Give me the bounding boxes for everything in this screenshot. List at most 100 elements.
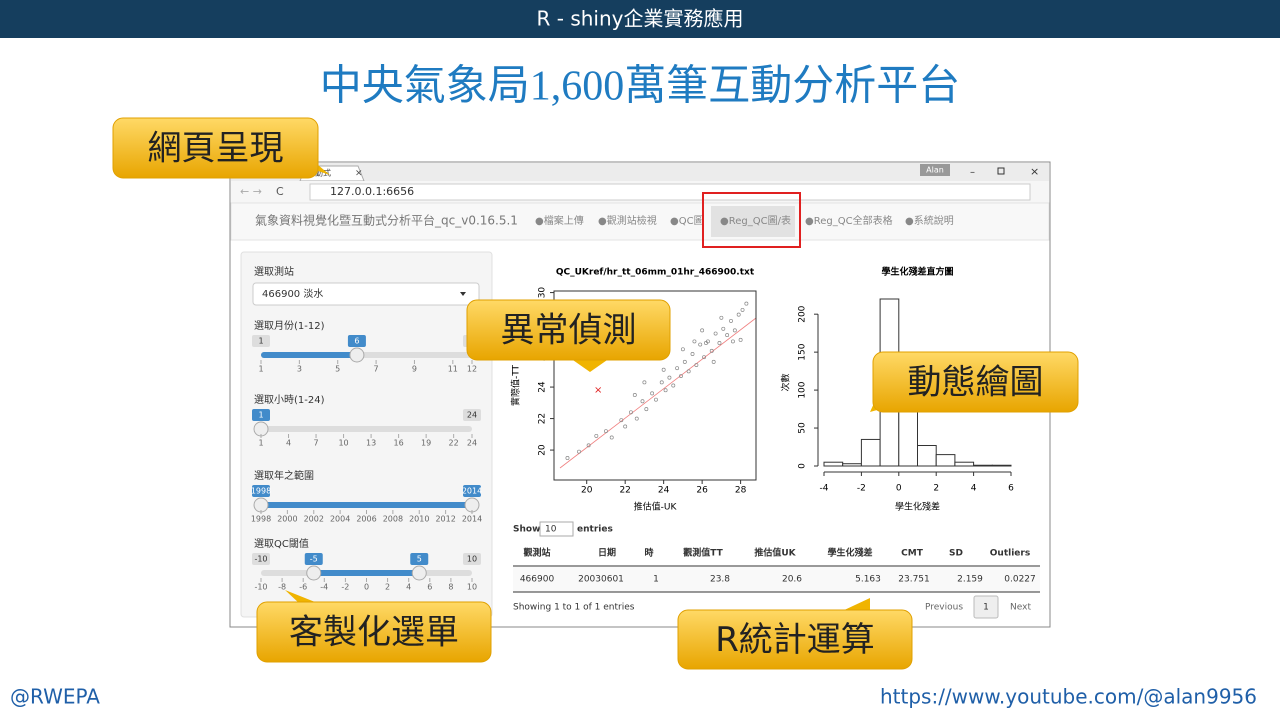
callout-box [872,351,1079,413]
tab-close[interactable]: × [355,169,363,179]
slider-handle[interactable] [253,421,269,437]
slider-tick-label: 7 [374,365,379,374]
user-badge [920,164,950,176]
scatter-point [729,318,733,323]
table-cell: 5.163 [855,575,881,585]
table-cell: 20.6 [782,575,802,585]
slider-handle[interactable] [349,347,365,363]
slider-tick-label: 10 [338,439,348,448]
table-info: Showing 1 to 1 of 1 entries [513,603,635,613]
slider-handle[interactable] [464,497,480,513]
scatter-point [586,443,591,448]
callout-text: R統計運算 [715,620,875,660]
slider-min: 1 [258,337,263,346]
slider-tick-label: 10 [467,583,477,592]
scatter-point [738,337,743,342]
prev-button[interactable]: Previous [925,603,963,613]
nav-item[interactable]: ●Reg_QC圖/表 [720,214,791,227]
slider-handle[interactable] [411,565,427,581]
slider-value: 1998 [251,487,271,496]
nav-items: ●檔案上傳 ●觀測站檢視 ●QC圖 ●Reg_QC圖/表 ●Reg_QC全部表格 ●系統說… [535,214,954,227]
nav-buttons[interactable]: ← → [240,185,262,198]
slider-value: -5 [310,555,318,564]
scatter-point [654,397,658,402]
scatter-point [650,391,655,396]
slider-handle[interactable] [306,565,322,581]
slider-handle[interactable] [253,497,269,513]
slider-value-bg [304,553,323,565]
y-tick-label: 24 [538,381,548,393]
station-select[interactable] [252,282,480,306]
app-navbar [230,202,1050,241]
table-header[interactable]: 時 [644,547,653,559]
page-button[interactable] [973,595,999,619]
nav-item[interactable]: ●觀測站檢視 [598,214,657,227]
nav-item[interactable]: ●QC圖 [670,215,704,227]
slider-value-bg [347,335,366,347]
slider-label: 選取月份(1-12) [254,319,325,332]
x-tick-label: 4 [971,484,977,494]
slider-tick-label: 12 [467,365,477,374]
table-header[interactable]: 觀測站 [523,547,550,559]
callout-text: 網頁呈現 [148,129,284,169]
table-header[interactable]: SD [949,549,963,559]
address-bar[interactable] [309,183,1031,201]
slider-tick-label: 24 [467,439,477,448]
nav-item[interactable]: ●Reg_QC全部表格 [805,214,893,227]
minimize[interactable]: – [970,167,975,178]
slider-max-bg [463,409,481,421]
slider-tick-label: 1 [258,439,263,448]
y-tick-label: 30 [538,287,548,299]
x-tick-label: 20 [581,486,593,496]
nav-item[interactable]: ●系統說明 [905,214,954,227]
scatter-point [577,449,581,454]
table-header[interactable]: 觀測值TT [683,547,723,559]
table-header[interactable]: 推估值UK [754,547,796,559]
url: 127.0.0.1:6656 [330,185,414,198]
y-tick-label: 200 [798,305,808,322]
close[interactable]: × [1030,165,1039,178]
scatter-point [725,333,730,338]
app-brand: 氣象資料視覺化暨互動式分析平台_qc_v0.16.5.1 [255,213,518,228]
maximize[interactable] [997,167,1005,175]
scatter-point [709,348,714,353]
scatter-point [732,328,737,333]
callout-pointer [840,598,870,612]
table-header[interactable]: 日期 [598,547,616,559]
station-label: 選取測站 [254,265,294,278]
slider-tick-label: -6 [299,583,307,592]
scatter-point [730,339,735,344]
scatter-point [686,369,691,374]
plot-frame [553,290,757,481]
scatter-point [663,388,668,393]
slider-label: 選取QC閾值 [254,537,309,550]
x-tick-label: 0 [896,484,902,494]
slider-fill [261,502,472,508]
slider-max: 10 [467,555,477,564]
chart-title: QC_UKref/hr_tt_06mm_01hr_466900.txt [556,268,755,278]
highlight-box [702,192,801,248]
callout-text: 動態繪圖 [908,363,1044,403]
nav-item[interactable]: ●檔案上傳 [535,214,584,227]
scatter-point [711,359,716,364]
slider-fill [261,352,357,358]
page-size-select[interactable] [539,521,574,537]
slider-max-bg [463,553,481,565]
scatter-point [682,359,687,364]
scatter-point [704,341,708,345]
scatter-point [736,312,741,317]
slider-value-bg [463,485,481,497]
x-tick-label: 28 [735,486,747,496]
active-tab-bg [711,206,795,237]
tab-bar [231,163,1049,181]
table-header[interactable]: CMT [901,549,924,559]
slider-min: -10 [254,555,267,564]
table-header[interactable]: Outliers [990,549,1030,559]
reload[interactable]: C [276,185,284,198]
next-button[interactable]: Next [1010,603,1031,613]
slider-tick-label: 2006 [356,515,376,524]
scatter-point [692,339,697,344]
slider-tick-label: 2012 [435,515,455,524]
table-header[interactable]: 學生化殘差 [827,547,872,559]
scatter-point [702,355,707,360]
